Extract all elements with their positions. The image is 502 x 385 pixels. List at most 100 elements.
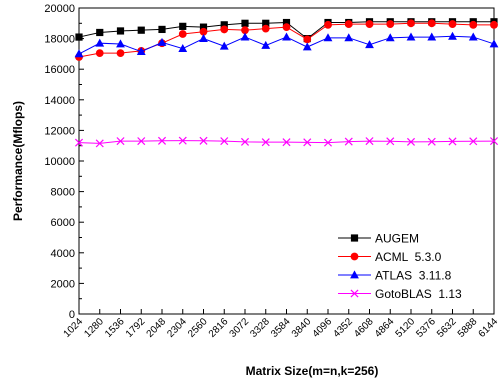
y-tick-label: 20000: [44, 3, 75, 15]
data-point-gotoblas-1-13: [323, 138, 333, 147]
data-point-augem: [96, 28, 104, 37]
data-point-atlas-3-11-8: [74, 49, 84, 58]
legend-marker: [350, 252, 359, 261]
x-tick-label: 4608: [352, 316, 376, 340]
data-point-atlas-3-11-8: [406, 32, 416, 41]
y-tick-label: 14000: [44, 95, 75, 107]
data-point-atlas-3-11-8: [116, 39, 125, 48]
data-point-augem: [158, 25, 166, 34]
data-point-gotoblas-1-13: [95, 139, 104, 148]
data-point-augem: [199, 23, 208, 31]
x-axis-title: Matrix Size(m=n,k=256): [246, 364, 379, 378]
data-point-gotoblas-1-13: [282, 138, 291, 147]
x-tick-label: 5120: [394, 316, 418, 340]
y-tick-label: 2000: [51, 278, 75, 290]
y-axis: 0 2000 4000 6000 8000 10000 12000 14000 16000 180…: [44, 3, 84, 321]
x-tick-label: 1792: [124, 316, 148, 340]
series-layer: [74, 18, 499, 148]
data-point-atlas-3-11-8: [157, 37, 167, 46]
data-point-acml-5-3-0: [199, 27, 208, 36]
data-point-augem: [116, 27, 125, 35]
data-point-atlas-3-11-8: [365, 40, 374, 49]
data-point-acml-5-3-0: [303, 35, 312, 44]
data-point-acml-5-3-0: [427, 19, 436, 28]
data-point-augem: [137, 26, 145, 34]
x-tick-label: 1024: [62, 316, 86, 340]
x-tick-label: 3840: [290, 316, 314, 340]
data-point-acml-5-3-0: [282, 23, 291, 32]
legend-item-acml-5-3-0: ACML 5.3.0: [338, 250, 442, 264]
data-point-augem: [75, 33, 83, 41]
y-tick-label: 16000: [44, 64, 75, 76]
data-point-atlas-3-11-8: [489, 39, 499, 48]
data-point-augem: [220, 21, 228, 29]
x-tick-label: 6144: [477, 316, 501, 340]
data-point-gotoblas-1-13: [178, 136, 187, 145]
data-point-augem: [179, 22, 187, 30]
data-point-atlas-3-11-8: [136, 47, 146, 56]
data-point-gotoblas-1-13: [448, 137, 457, 146]
x-tick-label: 5376: [414, 316, 438, 340]
data-point-acml-5-3-0: [220, 25, 229, 34]
data-point-acml-5-3-0: [344, 20, 353, 28]
data-point-atlas-3-11-8: [199, 34, 208, 42]
data-point-atlas-3-11-8: [302, 42, 312, 51]
data-point-atlas-3-11-8: [282, 32, 291, 41]
x-tick-label: 1536: [103, 316, 127, 340]
data-point-acml-5-3-0: [407, 19, 415, 28]
x-tick-label: 5632: [435, 316, 459, 340]
data-point-gotoblas-1-13: [137, 137, 146, 146]
legend-label: ATLAS 3.11.8: [375, 269, 452, 283]
data-point-gotoblas-1-13: [261, 138, 270, 147]
x-tick-label: 2560: [186, 316, 210, 340]
y-tick-label: 10000: [44, 156, 75, 168]
data-point-augem: [241, 19, 249, 27]
x-tick-label: 4352: [331, 316, 355, 340]
x-tick-label: 2304: [165, 316, 189, 340]
legend-label: AUGEM: [375, 232, 419, 246]
data-point-atlas-3-11-8: [323, 33, 333, 42]
data-point-atlas-3-11-8: [261, 40, 271, 49]
data-point-atlas-3-11-8: [427, 32, 437, 41]
x-tick-label: 2048: [145, 316, 169, 340]
data-point-atlas-3-11-8: [219, 41, 229, 50]
data-point-gotoblas-1-13: [240, 137, 250, 146]
data-point-gotoblas-1-13: [74, 138, 84, 147]
legend-marker: [350, 234, 359, 242]
x-tick-label: 5888: [456, 316, 480, 340]
series-atlas-3-11-8: [74, 31, 499, 58]
x-tick-label: 3328: [248, 316, 272, 340]
data-point-acml-5-3-0: [448, 20, 457, 28]
y-tick-label: 18000: [44, 34, 75, 46]
y-tick-label: 8000: [51, 187, 75, 199]
data-point-augem: [282, 18, 291, 27]
y-tick-label: 6000: [51, 217, 75, 229]
legend-label: GotoBLAS 1.13: [375, 287, 462, 301]
data-point-acml-5-3-0: [178, 30, 187, 38]
data-point-augem: [262, 19, 270, 27]
data-point-gotoblas-1-13: [199, 136, 208, 145]
x-tick-label: 4864: [373, 316, 397, 340]
data-point-atlas-3-11-8: [178, 43, 188, 52]
legend-item-atlas-3-11-8: ATLAS 3.11.8: [338, 269, 452, 283]
x-tick-label: 1280: [82, 316, 106, 340]
data-point-gotoblas-1-13: [157, 136, 167, 145]
data-point-acml-5-3-0: [386, 20, 395, 28]
data-point-acml-5-3-0: [490, 20, 498, 29]
data-point-gotoblas-1-13: [344, 137, 353, 146]
data-point-gotoblas-1-13: [489, 137, 499, 146]
legend-marker: [350, 270, 359, 279]
data-point-acml-5-3-0: [469, 20, 478, 29]
data-point-atlas-3-11-8: [344, 33, 354, 42]
data-point-acml-5-3-0: [95, 49, 104, 58]
series-gotoblas-1-13: [74, 136, 499, 148]
data-point-acml-5-3-0: [365, 20, 374, 28]
data-point-atlas-3-11-8: [95, 38, 105, 47]
data-point-gotoblas-1-13: [469, 137, 478, 146]
data-point-gotoblas-1-13: [303, 138, 312, 147]
x-tick-label: 3584: [269, 316, 293, 340]
x-tick-label: 2816: [207, 316, 231, 340]
data-point-gotoblas-1-13: [427, 137, 436, 146]
y-axis-title: Performance(Mflops): [11, 101, 25, 221]
data-point-acml-5-3-0: [241, 26, 249, 35]
